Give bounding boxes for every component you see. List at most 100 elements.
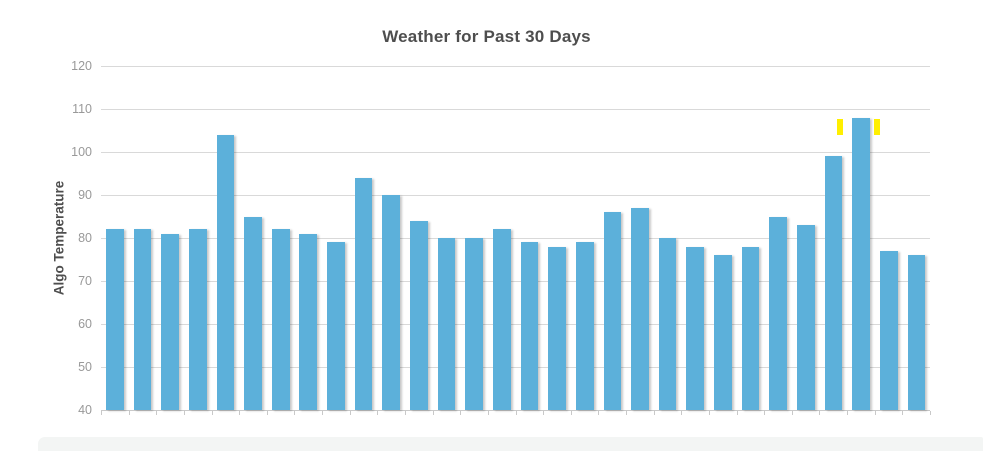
bar-slot [903,66,931,410]
highlight-mark-2 [874,118,880,135]
bar-slot [350,66,378,410]
bar-day-5[interactable] [216,134,235,410]
y-tick-label: 70 [78,273,92,288]
y-tick-label: 90 [78,187,92,202]
bar-slot [820,66,848,410]
bar-day-23[interactable] [714,255,732,410]
bar-day-16[interactable] [520,242,539,410]
x-tick [101,411,102,415]
x-tick [128,411,130,415]
bar-slot [599,66,627,410]
x-tick [156,411,158,415]
highlight-mark-1 [837,118,843,135]
bar-day-22[interactable] [686,246,705,410]
bar-day-6[interactable] [244,216,262,410]
bar-day-3[interactable] [161,233,179,410]
x-tick [653,411,655,415]
bar-slot [737,66,765,410]
bar-slot [294,66,322,410]
x-tick [819,411,821,415]
x-tick [736,411,738,415]
bar-day-20[interactable] [631,207,649,410]
y-tick-label: 100 [71,144,92,159]
bar-slot [156,66,184,410]
gridline-y-70 [101,281,930,282]
x-tick [570,411,572,415]
bar-day-11[interactable] [382,195,401,410]
gridline-y-120 [101,66,930,67]
bar-day-10[interactable] [354,177,373,410]
bar-slot [847,66,875,410]
y-tick-label: 80 [78,230,92,245]
bar-slot [212,66,240,410]
bar-day-26[interactable] [796,225,815,410]
bar-day-25[interactable] [769,216,788,410]
x-tick [322,411,324,415]
bar-slot [267,66,295,410]
bar-day-27[interactable] [824,156,843,410]
y-tick-label: 40 [78,402,92,417]
chart-title: Weather for Past 30 Days [382,27,591,46]
bar-day-2[interactable] [133,229,152,410]
weather-bar-chart: Weather for Past 30 Days Algo Temperatur… [38,0,935,437]
bar-day-17[interactable] [548,246,566,410]
y-tick-label: 120 [71,58,92,73]
bar-day-7[interactable] [271,229,290,410]
bar-day-30[interactable] [907,255,926,410]
x-tick [764,411,766,415]
gridline-y-100 [101,152,930,153]
bar-day-21[interactable] [658,238,677,410]
bar-day-19[interactable] [603,212,622,410]
x-tick [543,411,545,415]
x-tick [874,411,876,415]
bottom-panel-edge [38,437,983,451]
gridline-y-80 [101,238,930,239]
bar-slot [184,66,212,410]
bar-slot [626,66,654,410]
bar-day-28[interactable] [852,117,870,410]
bar-slot [129,66,157,410]
bar-slot [792,66,820,410]
x-tick [487,411,489,415]
x-tick [377,411,379,415]
gridline-y-90 [101,195,930,196]
x-tick [791,411,793,415]
x-tick [515,411,517,415]
bar-slot [681,66,709,410]
bar-day-13[interactable] [437,238,456,410]
plot-area: 120 110 100 90 80 70 60 50 40 [71,60,931,416]
bar-day-18[interactable] [575,242,594,410]
bar-slot [543,66,571,410]
bar-slot [322,66,350,410]
bar-slot [571,66,599,410]
x-tick [626,411,628,415]
bar-slot [488,66,516,410]
gridline-y-50 [101,367,930,368]
bar-day-12[interactable] [410,220,428,410]
x-tick [266,411,268,415]
bar-slot [433,66,461,410]
gridline-y-40 [101,410,930,411]
bar-slot [101,66,129,410]
bar-slot [654,66,682,410]
x-tick [239,411,241,415]
bar-day-9[interactable] [327,242,345,410]
x-tick [598,411,600,415]
y-tick-label: 50 [78,359,92,374]
bar-day-24[interactable] [741,246,760,410]
bar-day-29[interactable] [879,250,898,410]
x-tick [708,411,710,415]
bar-day-8[interactable] [299,233,318,410]
x-axis-ticks [101,410,931,415]
y-tick-label: 60 [78,316,92,331]
x-tick [902,411,904,415]
bar-slot [405,66,433,410]
bar-day-1[interactable] [105,229,124,410]
bar-day-4[interactable] [188,229,207,410]
bar-day-15[interactable] [492,229,511,410]
bar-series [101,66,930,410]
x-tick [294,411,296,415]
gridline-y-60 [101,324,930,325]
bar-slot [516,66,544,410]
bar-day-14[interactable] [465,238,483,410]
